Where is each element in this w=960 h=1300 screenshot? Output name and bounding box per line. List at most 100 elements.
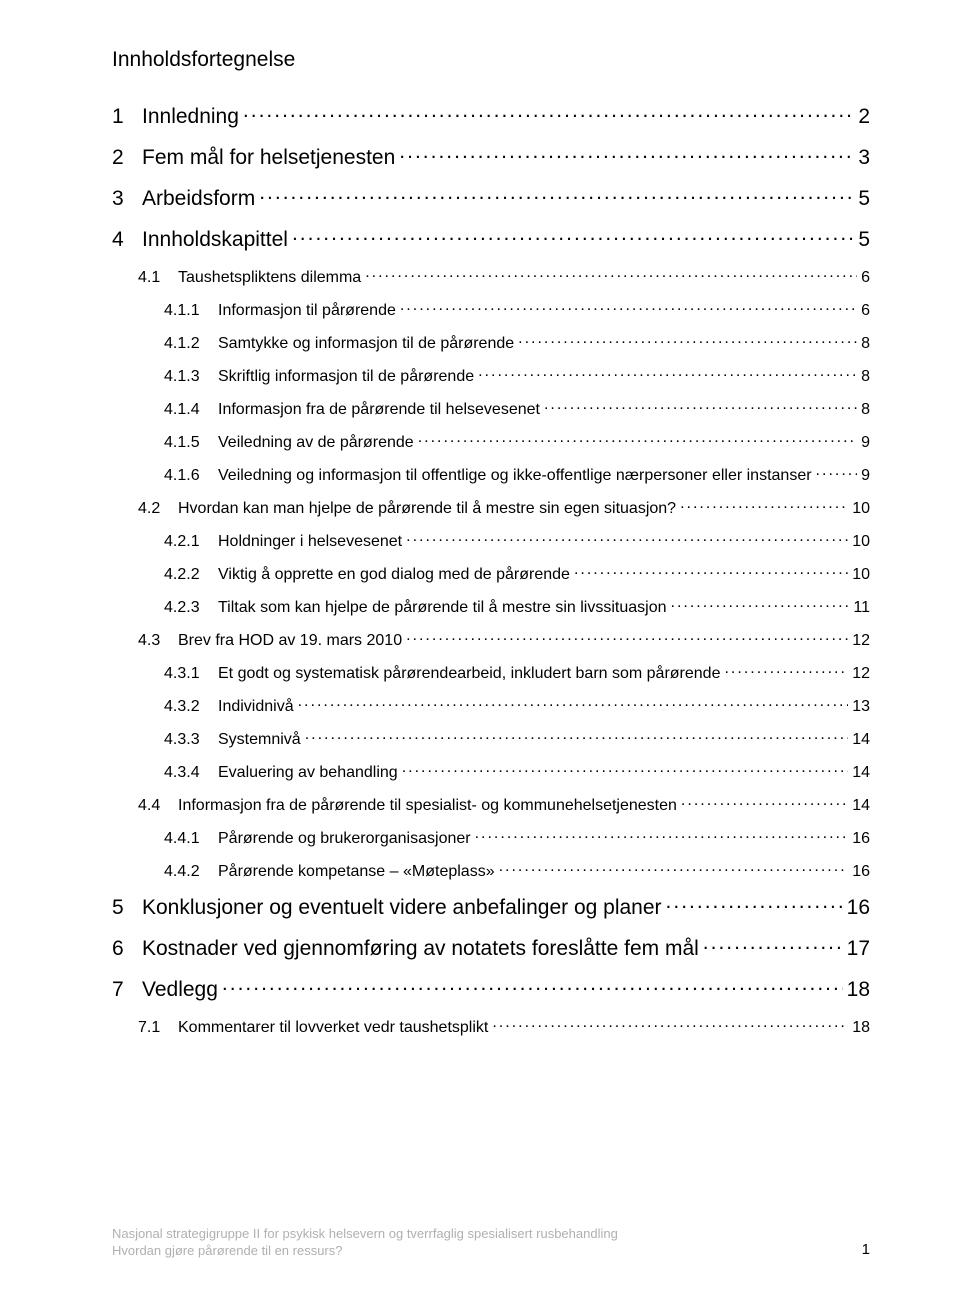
toc-leader-dots [298,695,849,711]
toc-entry[interactable]: 4.3.1Et godt og systematisk pårørendearb… [112,662,870,683]
toc-entry[interactable]: 4.1.6Veiledning og informasjon til offen… [112,464,870,485]
toc-entry[interactable]: 4.1.3Skriftlig informasjon til de pårøre… [112,365,870,386]
toc-entry[interactable]: 4.3.2Individnivå 13 [112,695,870,716]
toc-entry[interactable]: 7.1Kommentarer til lovverket vedr taushe… [112,1016,870,1037]
toc-leader-dots [703,934,843,955]
toc-heading: Innholdsfortegnelse [112,48,870,72]
toc-entry-page: 17 [847,937,870,961]
toc-entry-number: 2 [112,146,142,170]
toc-leader-dots [418,431,857,447]
toc-entry[interactable]: 4.2.1Holdninger i helsevesenet10 [112,530,870,551]
toc-list: 1Innledning22Fem mål for helsetjenesten3… [112,102,870,1037]
toc-entry-page: 16 [847,896,870,920]
toc-entry-page: 6 [861,269,870,287]
toc-entry-page: 10 [852,500,870,518]
page-footer: Nasjonal strategigruppe II for psykisk h… [112,1225,870,1260]
toc-entry-number: 4.2.1 [164,533,218,551]
toc-entry[interactable]: 7Vedlegg 18 [112,975,870,1002]
toc-leader-dots [292,225,854,246]
toc-leader-dots [399,143,854,164]
toc-entry-page: 8 [861,335,870,353]
toc-leader-dots [222,975,843,996]
toc-entry-title: Kommentarer til lovverket vedr taushetsp… [178,1019,488,1037]
toc-entry[interactable]: 6Kostnader ved gjennomføring av notatets… [112,934,870,961]
toc-entry[interactable]: 4.2.2Viktig å opprette en god dialog med… [112,563,870,584]
toc-entry-page: 14 [852,797,870,815]
toc-leader-dots [478,365,857,381]
toc-entry[interactable]: 2Fem mål for helsetjenesten3 [112,143,870,170]
page-number: 1 [862,1241,870,1260]
toc-entry-title: Individnivå [218,698,294,716]
toc-entry-number: 4.1.5 [164,434,218,452]
toc-entry-page: 12 [852,665,870,683]
toc-entry[interactable]: 1Innledning2 [112,102,870,129]
toc-leader-dots [400,299,857,315]
toc-entry-page: 13 [852,698,870,716]
toc-entry[interactable]: 3Arbeidsform5 [112,184,870,211]
toc-entry[interactable]: 4.2Hvordan kan man hjelpe de pårørende t… [112,497,870,518]
toc-entry-title: Innholdskapittel [142,228,288,252]
toc-entry[interactable]: 4.1.4Informasjon fra de pårørende til he… [112,398,870,419]
toc-entry-page: 6 [861,302,870,320]
toc-entry-title: Innledning [142,105,239,129]
toc-entry-title: Vedlegg [142,978,218,1002]
toc-entry[interactable]: 4.2.3Tiltak som kan hjelpe de pårørende … [112,596,870,617]
toc-entry-title: Veiledning av de pårørende [218,434,414,452]
toc-entry-page: 18 [847,978,870,1002]
toc-entry-number: 7.1 [138,1019,178,1037]
toc-entry-title: Systemnivå [218,731,301,749]
toc-entry-number: 4.4.2 [164,863,218,881]
toc-entry-title: Kostnader ved gjennomføring av notatets … [142,937,699,961]
toc-entry[interactable]: 4.1Taushetspliktens dilemma6 [112,266,870,287]
toc-entry-number: 5 [112,896,142,920]
toc-entry-number: 3 [112,187,142,211]
toc-entry-title: Konklusjoner og eventuelt videre anbefal… [142,896,662,920]
toc-entry-page: 5 [858,187,870,211]
footer-line-2: Hvordan gjøre pårørende til en ressurs? [112,1242,618,1260]
toc-leader-dots [544,398,857,414]
toc-entry-title: Holdninger i helsevesenet [218,533,402,551]
toc-entry[interactable]: 4.3.3Systemnivå14 [112,728,870,749]
toc-entry[interactable]: 4.1.5Veiledning av de pårørende9 [112,431,870,452]
toc-entry-number: 4.1.1 [164,302,218,320]
toc-leader-dots [681,794,848,810]
footer-text: Nasjonal strategigruppe II for psykisk h… [112,1225,618,1260]
toc-entry-number: 6 [112,937,142,961]
toc-entry-title: Taushetspliktens dilemma [178,269,361,287]
toc-entry-number: 4.3.2 [164,698,218,716]
toc-leader-dots [724,662,848,678]
toc-entry[interactable]: 4Innholdskapittel5 [112,225,870,252]
toc-leader-dots [574,563,848,579]
toc-entry-number: 4.3 [138,632,178,650]
toc-entry-page: 3 [858,146,870,170]
toc-entry[interactable]: 4.4.1Pårørende og brukerorganisasjoner16 [112,827,870,848]
toc-entry-page: 9 [861,467,870,485]
toc-leader-dots [402,761,849,777]
toc-entry-title: Evaluering av behandling [218,764,398,782]
toc-leader-dots [365,266,857,282]
toc-entry[interactable]: 4.1.1Informasjon til pårørende6 [112,299,870,320]
toc-entry-page: 12 [852,632,870,650]
toc-entry-page: 18 [852,1019,870,1037]
toc-entry-number: 4 [112,228,142,252]
toc-entry[interactable]: 4.4Informasjon fra de pårørende til spes… [112,794,870,815]
toc-entry-page: 2 [858,105,870,129]
toc-entry-title: Veiledning og informasjon til offentlige… [218,467,812,485]
toc-entry-page: 11 [853,599,870,617]
toc-entry-title: Hvordan kan man hjelpe de pårørende til … [178,500,676,518]
toc-entry-number: 4.4 [138,797,178,815]
toc-entry-number: 7 [112,978,142,1002]
toc-entry[interactable]: 4.4.2Pårørende kompetanse – «Møteplass»1… [112,860,870,881]
toc-entry-page: 8 [861,401,870,419]
toc-entry[interactable]: 5Konklusjoner og eventuelt videre anbefa… [112,893,870,920]
toc-leader-dots [671,596,850,612]
toc-entry[interactable]: 4.3Brev fra HOD av 19. mars 2010 12 [112,629,870,650]
toc-entry-title: Brev fra HOD av 19. mars 2010 [178,632,402,650]
toc-entry[interactable]: 4.1.2Samtykke og informasjon til de pårø… [112,332,870,353]
toc-entry-title: Informasjon fra de pårørende til spesial… [178,797,677,815]
toc-entry-page: 16 [852,830,870,848]
toc-entry[interactable]: 4.3.4Evaluering av behandling14 [112,761,870,782]
toc-entry-title: Pårørende kompetanse – «Møteplass» [218,863,495,881]
toc-leader-dots [243,102,854,123]
toc-entry-title: Samtykke og informasjon til de pårørende [218,335,514,353]
